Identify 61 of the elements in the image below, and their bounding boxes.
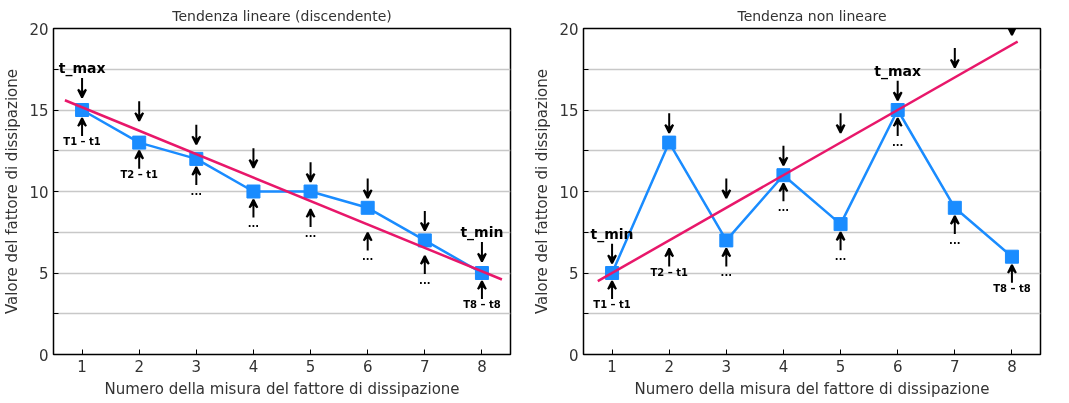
x-tick-label: 7 bbox=[420, 357, 430, 376]
annotation: ... bbox=[720, 267, 733, 279]
chart-title: Tendenza lineare (discendente) bbox=[171, 7, 392, 24]
point bbox=[246, 184, 261, 199]
x-tick-label: 6 bbox=[892, 357, 903, 376]
chart-title: Tendenza non lineare bbox=[736, 7, 887, 24]
annotation: t_max bbox=[874, 62, 922, 80]
x-axis-title: Numero della misura del fattore di dissipazione bbox=[634, 379, 990, 398]
annotation: ... bbox=[247, 218, 260, 230]
x-tick-label: 1 bbox=[77, 357, 87, 376]
x-tick-label: 7 bbox=[950, 357, 960, 376]
x-tick-label: 4 bbox=[248, 357, 259, 376]
annotation: ... bbox=[361, 251, 374, 263]
y-tick-label: 10 bbox=[559, 183, 579, 202]
y-tick-label: 5 bbox=[568, 265, 579, 283]
point bbox=[662, 135, 677, 150]
x-tick-label: 3 bbox=[191, 357, 202, 376]
annotation: T2 – t1 bbox=[650, 266, 688, 278]
point bbox=[417, 233, 432, 248]
x-tick-label: 8 bbox=[477, 357, 487, 376]
y-tick-label: 15 bbox=[29, 102, 49, 120]
x-tick-label: 2 bbox=[664, 357, 674, 376]
point bbox=[947, 200, 962, 215]
annotation: T8 – t8 bbox=[463, 299, 501, 311]
point bbox=[132, 135, 147, 150]
x-tick-label: 5 bbox=[835, 357, 846, 376]
y-tick-label: 0 bbox=[568, 346, 579, 365]
x-tick-label: 8 bbox=[1007, 357, 1017, 376]
annotation: t_min bbox=[460, 224, 504, 242]
annotation: T2 – t1 bbox=[120, 168, 158, 180]
annotation: ... bbox=[891, 136, 904, 148]
y-tick-label: 0 bbox=[38, 346, 49, 365]
annotation: ... bbox=[777, 201, 790, 213]
y-tick-label: 5 bbox=[38, 265, 49, 283]
point bbox=[719, 233, 734, 248]
x-tick-label: 3 bbox=[721, 357, 732, 376]
y-tick-label: 20 bbox=[559, 20, 579, 39]
x-tick-label: 4 bbox=[778, 357, 789, 376]
y-tick-label: 15 bbox=[559, 102, 579, 120]
x-tick-label: 2 bbox=[134, 357, 144, 376]
y-tick-label: 20 bbox=[29, 20, 49, 39]
y-axis-title: Valore del fattore di dissipazione bbox=[3, 68, 22, 314]
point bbox=[360, 200, 375, 215]
annotation: T1 – t1 bbox=[593, 299, 631, 311]
annotation: t_max bbox=[58, 60, 106, 78]
point bbox=[1004, 249, 1019, 264]
y-tick-label: 10 bbox=[29, 183, 49, 202]
annotation: ... bbox=[419, 275, 431, 287]
x-tick-label: 1 bbox=[607, 357, 617, 376]
x-tick-label: 5 bbox=[305, 357, 316, 376]
point bbox=[833, 217, 848, 232]
x-axis-title: Numero della misura del fattore di dissipazione bbox=[104, 379, 460, 398]
annotation: ... bbox=[834, 250, 847, 262]
x-tick-label: 6 bbox=[362, 357, 373, 376]
annotation: ... bbox=[304, 228, 317, 240]
annotation: T1 – t1 bbox=[63, 136, 101, 148]
annotation: ... bbox=[190, 185, 203, 197]
y-axis-title: Valore del fattore di dissipazione bbox=[533, 68, 552, 314]
annotation: ... bbox=[949, 234, 961, 246]
point bbox=[303, 184, 318, 199]
annotation: T8 – t8 bbox=[993, 282, 1031, 294]
